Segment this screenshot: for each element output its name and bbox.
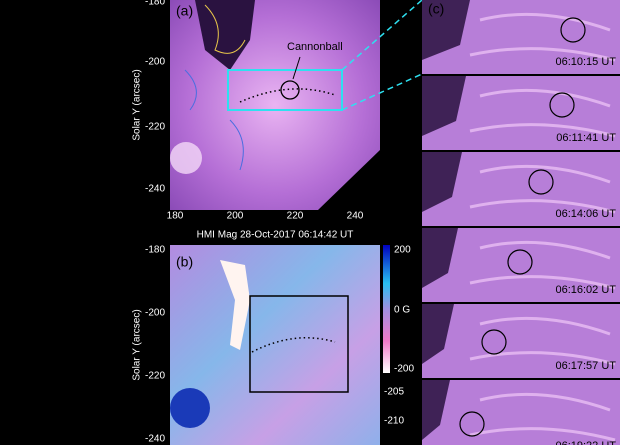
x-tick-label: 240 [347,211,364,222]
y-tick-label: -180 [145,0,165,8]
arrow [292,56,301,80]
x-tick-label: 200 [227,211,244,222]
loops [469,164,616,214]
dark-region [195,0,255,70]
dark-region [422,304,454,364]
loops [469,12,616,62]
off-limb [318,150,380,210]
dark-region [422,0,470,60]
y-axis-label: Solar Y (arcsec) [132,69,143,140]
loops [469,240,616,290]
contour [184,69,244,171]
panel-label: (c) [428,1,444,17]
y-tick-label: -240 [145,434,165,445]
dark-region [422,152,462,212]
y-tick-label: -210 [384,416,404,427]
panel-label: (a) [176,3,193,19]
y-tick-label: -240 [145,184,165,195]
y-tick-label: -220 [145,371,165,382]
panel-a: Cannonball (a) Solar Y (arcsec) -180 -20… [132,0,423,222]
panel-c: 06:10:15 UT 06:11:41 UT 06:14:06 UT 06:16:0… [384,0,620,445]
cannonball-circle [459,411,485,437]
negative-flux [170,388,210,428]
connector [341,73,423,111]
x-tick-label: 220 [287,211,304,222]
colorbar-tick-label: 200 [394,245,411,256]
bright-patch [170,142,202,174]
positive-flux [220,260,250,350]
annotation: Cannonball [287,41,343,53]
trajectory [251,337,336,353]
cannonball-circle [280,80,300,100]
y-axis-label: Solar Y (arcsec) [132,309,143,380]
colorbar-tick-label: 0 G [394,305,410,316]
colorbar [383,245,390,373]
timestamp: 06:16:02 UT [555,284,616,296]
cannonball-circle [528,169,554,195]
cannonball-circle [507,249,533,275]
timestamp: 06:17:57 UT [555,360,616,372]
panel-label: (b) [176,254,193,270]
dark-region [422,228,458,288]
x-tick-label: 180 [167,211,184,222]
connector [341,0,423,71]
loops [469,392,616,442]
loops [469,316,616,366]
dark-region [422,76,466,136]
y-tick-label: -220 [145,122,165,133]
y-tick-label: -180 [145,245,165,256]
y-tick-label: -200 [145,308,165,319]
panel-title: HMI Mag 28-Oct-2017 06:14:42 UT [197,230,354,241]
timestamp: 06:11:41 UT [556,132,616,144]
frame [422,304,620,378]
timestamp: 06:14:06 UT [555,208,616,220]
contour [204,4,246,54]
cannonball-circle [549,92,575,118]
y-tick-label: -200 [145,57,165,68]
zoom-box [227,69,343,111]
panel-b: HMI Mag 28-Oct-2017 06:14:42 UT (b) Sola… [132,230,414,445]
cannonball-circle [481,329,507,355]
y-tick-label: -205 [384,387,404,398]
colorbar-tick-label: -200 [394,364,414,375]
timestamp: 06:10:15 UT [555,56,616,68]
zoom-box [249,295,349,393]
loops [469,88,616,138]
cannonball-circle [560,17,586,43]
trajectory [239,88,336,103]
timestamp: 06:19:22 UT [555,440,616,445]
dark-region [422,380,450,440]
